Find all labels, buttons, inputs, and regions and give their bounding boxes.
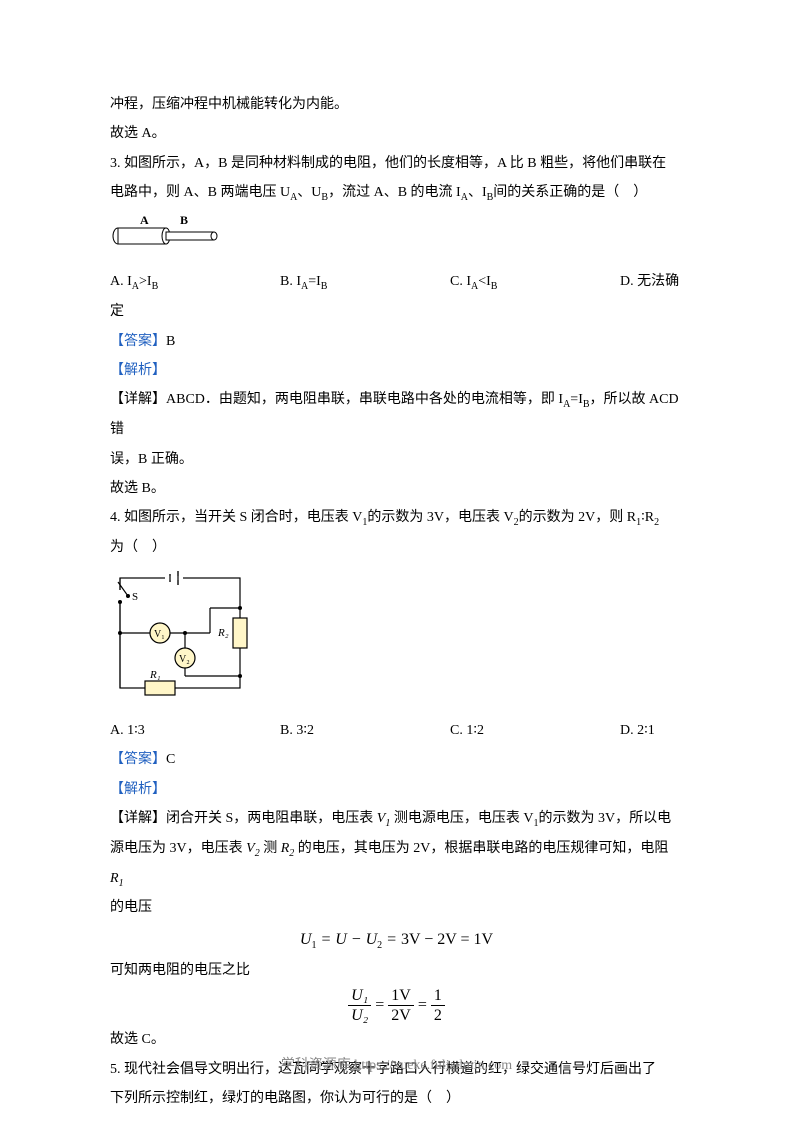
paragraph: 故选 A。 [110, 119, 683, 148]
sub: A [132, 281, 139, 292]
frac-num: U₁ [348, 986, 371, 1006]
text: 、I [468, 185, 487, 200]
text: 间的关系正确的是（ ） [493, 185, 647, 200]
q3-stem-line2: 电路中，则 A、B 两端电压 UA、UB，流过 A、B 的电流 IA、IB间的关… [110, 178, 683, 208]
text: 源电压为 3V，电压表 [110, 841, 246, 856]
q3-options: A. IA>IB B. IA=IB C. IA<IB D. 无法确 [110, 267, 683, 297]
label-b: B [180, 214, 188, 227]
q4-option-d: D. 2∶1 [620, 716, 683, 745]
q3-stem-line1: 3. 如图所示，A，B 是同种材料制成的电阻，他们的长度相等，A 比 B 粗些，… [110, 149, 683, 178]
text: 【详解】闭合开关 S，两电阻串联，电压表 [110, 811, 377, 826]
cylinder-a [118, 228, 166, 244]
page-footer: 学科资源库 https://xueke.fuliadmin.com [0, 1051, 793, 1080]
text: B. I [280, 274, 301, 289]
q3-option-b: B. IA=IB [280, 267, 450, 297]
q5-stem-line2: 下列所示控制红，绿灯的电路图，你认为可行的是（ ） [110, 1084, 683, 1113]
v2-label: V₂ [179, 654, 190, 665]
q4-answer: 【答案】C [110, 745, 683, 774]
text: 的电压，其电压为 2V，根据串联电路的电压规律可知，电阻 [294, 841, 668, 856]
cylinder-b [166, 232, 214, 240]
q3-detail-1: 【详解】ABCD．由题知，两电阻串联，串联电路中各处的电流相等，即 IA=IB，… [110, 385, 683, 444]
sub: A [461, 192, 468, 203]
sub: B [583, 399, 590, 410]
sub: B [491, 281, 498, 292]
q3-analysis-label: 【解析】 [110, 356, 683, 385]
resistor-r1 [145, 681, 175, 695]
r2-label: R₂ [217, 627, 229, 639]
switch-label: S [132, 591, 138, 603]
q4-stem-line2: 为（ ） [110, 533, 683, 562]
fraction-lhs: U₁U₂ [348, 986, 371, 1025]
text: 【详解】ABCD．由题知，两电阻串联，串联电路中各处的电流相等，即 I [110, 392, 563, 407]
answer-value: C [166, 752, 175, 767]
r1-label: R₁ [149, 669, 161, 681]
text: 的示数为 3V，所以电 [538, 811, 671, 826]
q3-answer: 【答案】B [110, 327, 683, 356]
sub: B [321, 281, 328, 292]
text: 的示数为 3V，电压表 V [367, 510, 513, 525]
q4-stem-line1: 4. 如图所示，当开关 S 闭合时，电压表 V1的示数为 3V，电压表 V2的示… [110, 503, 683, 533]
frac-den: U₂ [348, 1006, 371, 1025]
text: R [281, 841, 290, 856]
text: >I [139, 274, 152, 289]
q3-option-c: C. IA<IB [450, 267, 620, 297]
cylinder-b-end [211, 232, 217, 240]
text: =I [570, 392, 583, 407]
text: ∶R [641, 510, 654, 525]
q4-option-c: C. 1∶2 [450, 716, 620, 745]
q4-option-b: B. 3∶2 [280, 716, 450, 745]
text: 的示数为 2V，则 R [519, 510, 636, 525]
answer-label: 【答案】 [110, 752, 166, 767]
q3-option-d: D. 无法确 [620, 267, 683, 297]
q4-detail-2: 源电压为 3V，电压表 V2 测 R2 的电压，其电压为 2V，根据串联电路的电… [110, 834, 683, 894]
text: 测 [260, 841, 281, 856]
q4-equation-2: U₁U₂ = 1V2V = 12 [110, 986, 683, 1025]
q3-option-a: A. IA>IB [110, 267, 280, 297]
text: A. I [110, 274, 132, 289]
q4-analysis-label: 【解析】 [110, 775, 683, 804]
text: =I [308, 274, 321, 289]
text: 测电源电压，电压表 V [390, 811, 533, 826]
q4-detail-3: 的电压 [110, 893, 683, 922]
text: 、U [297, 185, 321, 200]
equals: = [418, 996, 431, 1013]
battery-gap [165, 576, 183, 580]
sub: B [152, 281, 159, 292]
text: R [110, 871, 119, 886]
sub: 1 [119, 877, 124, 888]
answer-label: 【答案】 [110, 334, 166, 349]
fraction-mid: 1V2V [388, 986, 414, 1025]
text: 电路中，则 A、B 两端电压 U [110, 185, 290, 200]
equals: = [375, 996, 388, 1013]
text: C. I [450, 274, 471, 289]
q4-detail-4: 可知两电阻的电压之比 [110, 956, 683, 985]
frac-den: 2V [388, 1006, 414, 1025]
frac-num: 1V [388, 986, 414, 1006]
resistor-r2 [233, 618, 247, 648]
text: 4. 如图所示，当开关 S 闭合时，电压表 V [110, 510, 362, 525]
sub: 2 [654, 517, 659, 528]
frac-den: 2 [431, 1006, 445, 1025]
label-a: A [140, 214, 149, 227]
q4-equation-1: U1 = U − U2 = 3V − 2V = 1V [110, 923, 683, 957]
q3-detail-2: 误，B 正确。 [110, 445, 683, 474]
fraction-rhs: 12 [431, 986, 445, 1025]
paragraph: 冲程，压缩冲程中机械能转化为内能。 [110, 90, 683, 119]
q4-options: A. 1∶3 B. 3∶2 C. 1∶2 D. 2∶1 [110, 716, 683, 745]
q3-conclude: 故选 B。 [110, 474, 683, 503]
eq-text: U1 = U − U2 = 3V − 2V = 1V [300, 931, 493, 948]
text: V [246, 841, 255, 856]
text: <I [478, 274, 491, 289]
text: ，流过 A、B 的电流 I [328, 185, 461, 200]
q4-detail-1: 【详解】闭合开关 S，两电阻串联，电压表 V1 测电源电压，电压表 V1的示数为… [110, 804, 683, 834]
q3-option-d-cont: 定 [110, 297, 683, 326]
v1-label: V₁ [154, 629, 165, 640]
frac-num: 1 [431, 986, 445, 1006]
answer-value: B [166, 334, 175, 349]
q4-option-a: A. 1∶3 [110, 716, 280, 745]
q3-diagram: A B [110, 214, 683, 261]
q4-diagram: S V₁ R₂ V₂ R₁ [110, 568, 683, 709]
